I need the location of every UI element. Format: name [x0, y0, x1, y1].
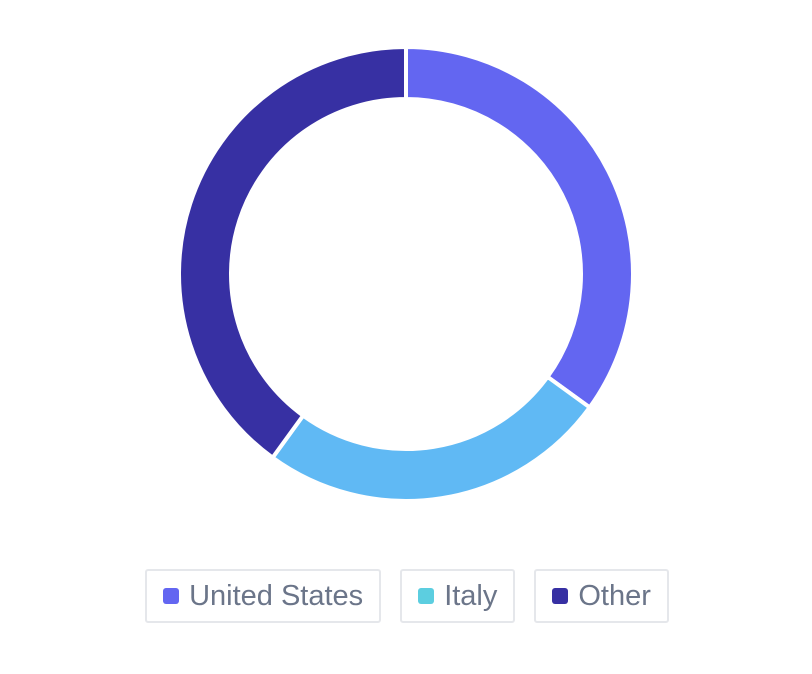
chart-legend: United States Italy Other [0, 569, 812, 623]
legend-swatch-other [552, 588, 569, 604]
legend-label-italy: Italy [444, 579, 498, 612]
legend-label-other: Other [578, 579, 651, 612]
legend-item-italy[interactable]: Italy [400, 569, 516, 623]
legend-item-united-states[interactable]: United States [145, 569, 382, 623]
donut-slice-united-states[interactable] [404, 44, 635, 411]
donut-chart [177, 44, 635, 503]
legend-item-other[interactable]: Other [534, 569, 669, 623]
legend-swatch-italy [418, 588, 435, 604]
legend-label-united-states: United States [189, 579, 364, 612]
legend-swatch-united-states [163, 588, 180, 604]
donut-slice-other[interactable] [177, 44, 408, 461]
donut-slice-italy[interactable] [269, 374, 593, 503]
